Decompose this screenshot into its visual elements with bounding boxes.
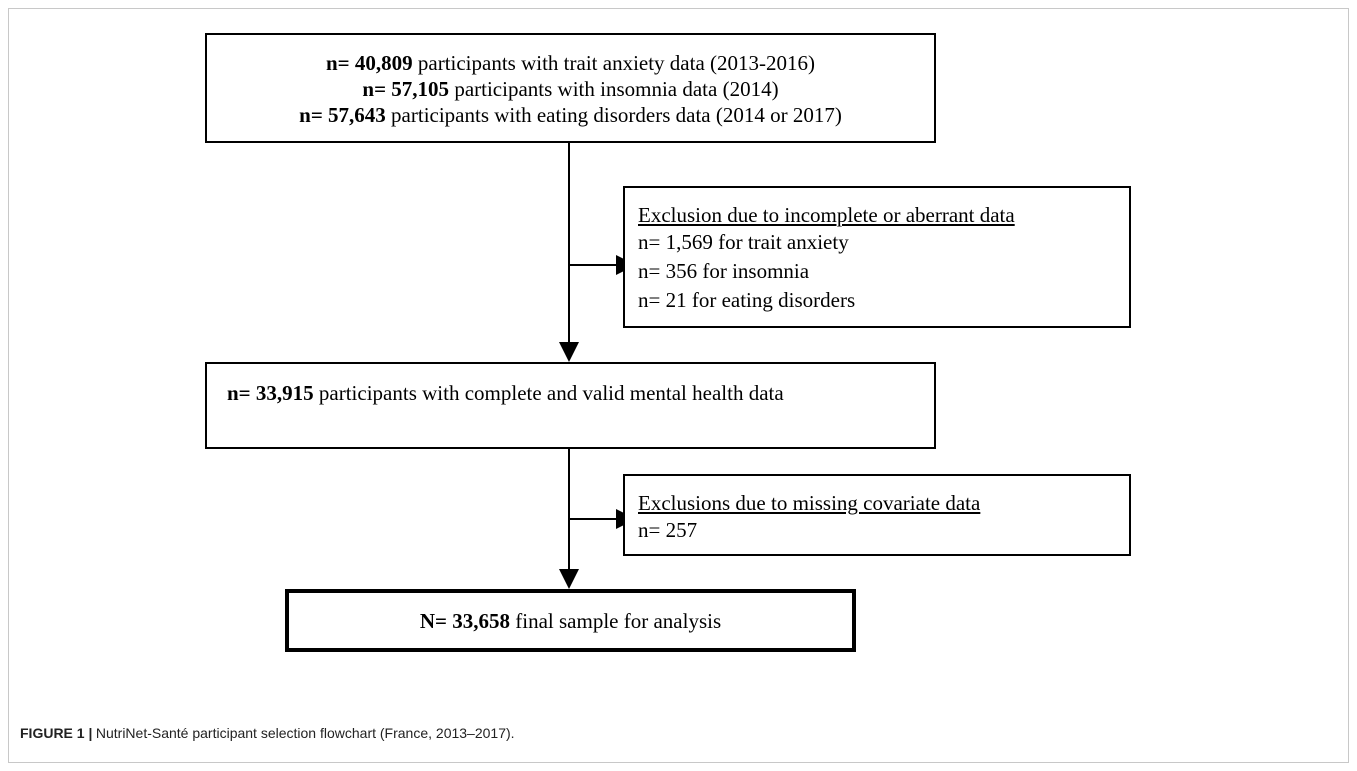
final-box: N= 33,658 final sample for analysis	[285, 589, 856, 652]
count: n= 33,915	[227, 381, 314, 405]
box-line: n= 57,105 participants with insomnia data…	[207, 76, 934, 102]
description: participants with trait anxiety data (20…	[417, 51, 816, 75]
caption-text: NutriNet-Santé participant selection flo…	[95, 725, 515, 741]
exclusion-line: n= 1,569 for trait anxiety	[638, 230, 849, 254]
description: participants with complete and valid men…	[318, 381, 784, 405]
exclusion-line: n= 21 for eating disorders	[638, 288, 856, 312]
start-box: n= 40,809 participants with trait anxiety…	[205, 33, 936, 143]
exclusion-box: Exclusions due to missing covariate data…	[623, 474, 1131, 556]
box-line: n= 57,643 participants with eating disord…	[207, 102, 934, 128]
description: final sample for analysis	[515, 609, 722, 633]
description: participants with eating disorders data …	[391, 103, 842, 127]
caption-label: FIGURE 1 |	[20, 725, 93, 741]
exclusion-heading: Exclusions due to missing covariate data	[638, 491, 981, 515]
exclusion-box: Exclusion due to incomplete or aberrant …	[623, 186, 1131, 328]
exclusion-line: n= 257	[638, 518, 698, 542]
mental-health-box: n= 33,915 participants with complete and …	[205, 362, 936, 449]
figure-frame	[8, 8, 1349, 763]
exclusion-heading: Exclusion due to incomplete or aberrant …	[638, 203, 1015, 227]
box-line: n= 33,915 participants with complete and …	[227, 380, 934, 406]
exclusion-line: n= 356 for insomnia	[638, 259, 810, 283]
box-line: N= 33,658 final sample for analysis	[289, 608, 852, 634]
caption: FIGURE 1 | NutriNet-Santé participant sel…	[20, 725, 515, 741]
count: n= 40,809	[325, 51, 413, 75]
count: n= 57,643	[299, 103, 386, 127]
count: N= 33,658	[419, 609, 511, 633]
description: participants with insomnia data (2014)	[454, 77, 779, 101]
box-line: n= 40,809 participants with trait anxiety…	[207, 50, 934, 76]
count: n= 57,105	[362, 77, 450, 101]
